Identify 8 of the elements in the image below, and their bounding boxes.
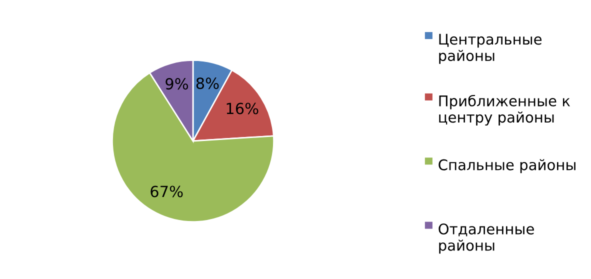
legend-label: Приближенные к центру районы	[439, 94, 570, 126]
legend-label: Отдаленные районы	[438, 223, 534, 254]
legend-label: Спальные районы	[438, 159, 576, 174]
data-label: 9%	[166, 78, 188, 90]
legend-label: Центральные районы	[439, 34, 542, 64]
data-label: 8%	[196, 78, 219, 90]
data-label: 16%	[226, 102, 258, 114]
data-label: 67%	[150, 186, 183, 198]
